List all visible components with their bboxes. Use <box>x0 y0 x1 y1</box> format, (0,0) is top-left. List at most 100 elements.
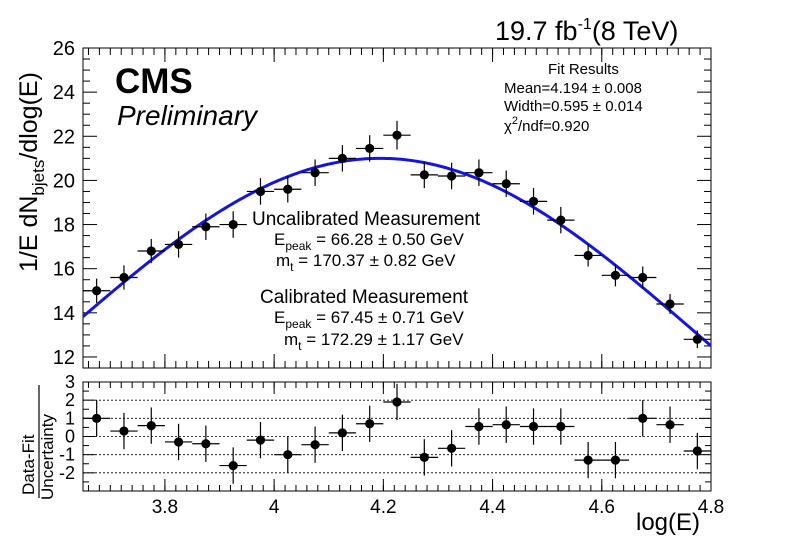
main-data-point <box>137 238 165 264</box>
main-y-tick-label: 26 <box>53 38 75 60</box>
cms-label: CMS <box>115 62 193 101</box>
residual-data-point <box>328 414 357 452</box>
residual-data-point <box>164 423 193 461</box>
main-data-point <box>110 265 138 290</box>
calibrated-measurement-block: Calibrated Measurement Epeak = 67.45 ± 0… <box>260 287 469 353</box>
main-data-point <box>301 159 329 186</box>
residual-y-tick-label: 2 <box>65 390 75 410</box>
main-data-point <box>164 231 193 258</box>
luminosity-label: 19.7 fb-1(8 TeV) <box>495 16 678 46</box>
main-data-point <box>519 188 548 215</box>
residual-marker <box>610 455 621 465</box>
residual-marker <box>638 413 648 423</box>
residual-data-point <box>437 430 466 467</box>
residual-y-title-bottom: Uncertainty <box>38 414 57 500</box>
residual-marker <box>310 440 320 450</box>
main-y-axis: 12 14 16 18 20 22 24 26 <box>53 38 712 369</box>
main-data-point <box>465 159 493 186</box>
main-marker <box>583 250 593 261</box>
residual-marker <box>474 421 484 432</box>
residual-x-tick-label: 4.2 <box>370 497 396 518</box>
main-data-point <box>328 145 357 172</box>
residual-data-point <box>356 405 384 442</box>
residual-marker <box>255 435 266 445</box>
calibrated-title: Calibrated Measurement <box>260 287 469 308</box>
residual-data-point <box>137 407 165 444</box>
fit-results-title: Fit Results <box>548 61 619 78</box>
residual-data-point <box>492 406 520 443</box>
calibrated-epeak: Epeak = 67.45 ± 0.71 GeV <box>274 308 465 331</box>
main-data-point <box>274 176 302 203</box>
main-marker <box>610 270 621 280</box>
residual-data-point <box>410 439 438 476</box>
main-marker <box>146 246 156 256</box>
residual-marker <box>146 421 156 431</box>
residual-data-point <box>192 425 220 462</box>
main-marker <box>474 168 484 178</box>
residual-marker <box>173 437 184 447</box>
residual-marker <box>392 397 402 407</box>
calibrated-mt: mt = 172.29 ± 1.17 GeV <box>284 330 464 353</box>
residual-marker <box>583 455 593 465</box>
main-y-tick-label: 14 <box>53 303 75 325</box>
uncalibrated-epeak: Epeak = 66.28 ± 0.50 GeV <box>274 230 465 253</box>
residual-data-point <box>301 426 329 463</box>
uncalibrated-title: Uncalibrated Measurement <box>252 209 481 230</box>
residual-marker <box>556 421 566 432</box>
residual-marker <box>365 419 375 429</box>
main-plot-frame <box>82 47 712 369</box>
main-data-point <box>492 170 520 197</box>
residual-marker <box>119 426 129 436</box>
residual-data-point <box>629 400 657 437</box>
main-marker <box>665 299 675 309</box>
main-y-tick-label: 20 <box>53 170 75 192</box>
main-data-point <box>656 294 684 314</box>
main-marker <box>283 184 293 194</box>
residual-marker <box>228 460 238 471</box>
residual-y-tick-label: 1 <box>65 408 75 428</box>
residual-data-point <box>219 447 247 484</box>
residual-x-tick-label: 4.8 <box>698 497 724 518</box>
main-data-point <box>192 213 220 240</box>
main-marker <box>692 334 702 344</box>
residual-data-point <box>601 441 630 479</box>
residual-marker <box>501 420 511 430</box>
main-marker <box>556 215 566 225</box>
main-marker <box>337 153 347 163</box>
residual-y-title-top: Data-Fit <box>19 434 38 495</box>
main-data-point <box>629 266 657 289</box>
x-axis-title: log(E) <box>636 509 700 536</box>
residual-marker <box>92 413 102 423</box>
main-data-point <box>410 161 438 189</box>
main-y-tick-label: 18 <box>53 215 75 237</box>
main-y-tick-label: 22 <box>53 126 75 148</box>
residual-y-tick-label: 0 <box>65 427 75 447</box>
residual-data-point <box>383 383 411 421</box>
residual-data-point <box>465 408 493 445</box>
main-marker <box>419 170 429 180</box>
main-marker <box>92 286 102 296</box>
lumi-value: 19.7 fb <box>495 16 578 46</box>
residual-data-point <box>110 412 138 450</box>
residual-marker <box>447 443 457 453</box>
main-data-point <box>356 135 384 162</box>
main-data-point <box>547 206 575 234</box>
main-y-axis-title: 1/E dNbjets/dlog(E) <box>15 72 48 272</box>
residual-x-tick-label: 3.8 <box>152 497 178 518</box>
residual-marker <box>692 446 702 456</box>
residual-data-point <box>519 408 548 445</box>
residual-x-tick-label: 4.6 <box>589 497 615 518</box>
main-marker <box>255 186 266 197</box>
main-marker <box>310 168 320 178</box>
fit-chi2: χ2/ndf=0.920 <box>504 115 589 135</box>
residual-data-point <box>683 432 711 470</box>
main-marker <box>638 272 648 283</box>
main-data-point <box>574 244 602 267</box>
main-data-point <box>83 278 111 303</box>
main-marker <box>201 222 211 232</box>
residual-data-point <box>656 406 684 443</box>
residual-data-point <box>246 421 275 459</box>
main-marker <box>173 239 184 250</box>
